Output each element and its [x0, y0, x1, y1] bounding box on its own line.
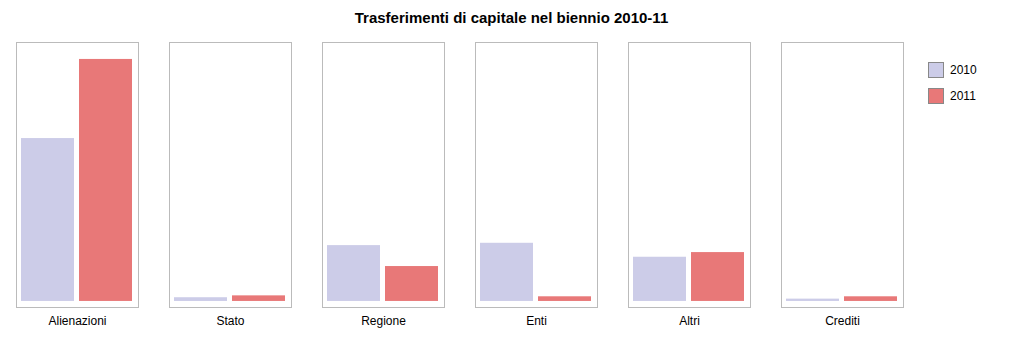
svg-text:Alienazioni: Alienazioni [48, 314, 106, 328]
html-text:2010: 2010 [950, 63, 977, 77]
svg-text:Altri: Altri [679, 314, 700, 328]
svg-text:Stato: Stato [216, 314, 244, 328]
svg-text:Crediti: Crediti [825, 314, 860, 328]
html-text:Trasferimenti di capitale nel: Trasferimenti di capitale nel biennio 20… [354, 9, 669, 26]
svg-text:Regione: Regione [361, 314, 406, 328]
html-text:2011: 2011 [950, 89, 976, 103]
svg-text:Enti: Enti [526, 314, 547, 328]
